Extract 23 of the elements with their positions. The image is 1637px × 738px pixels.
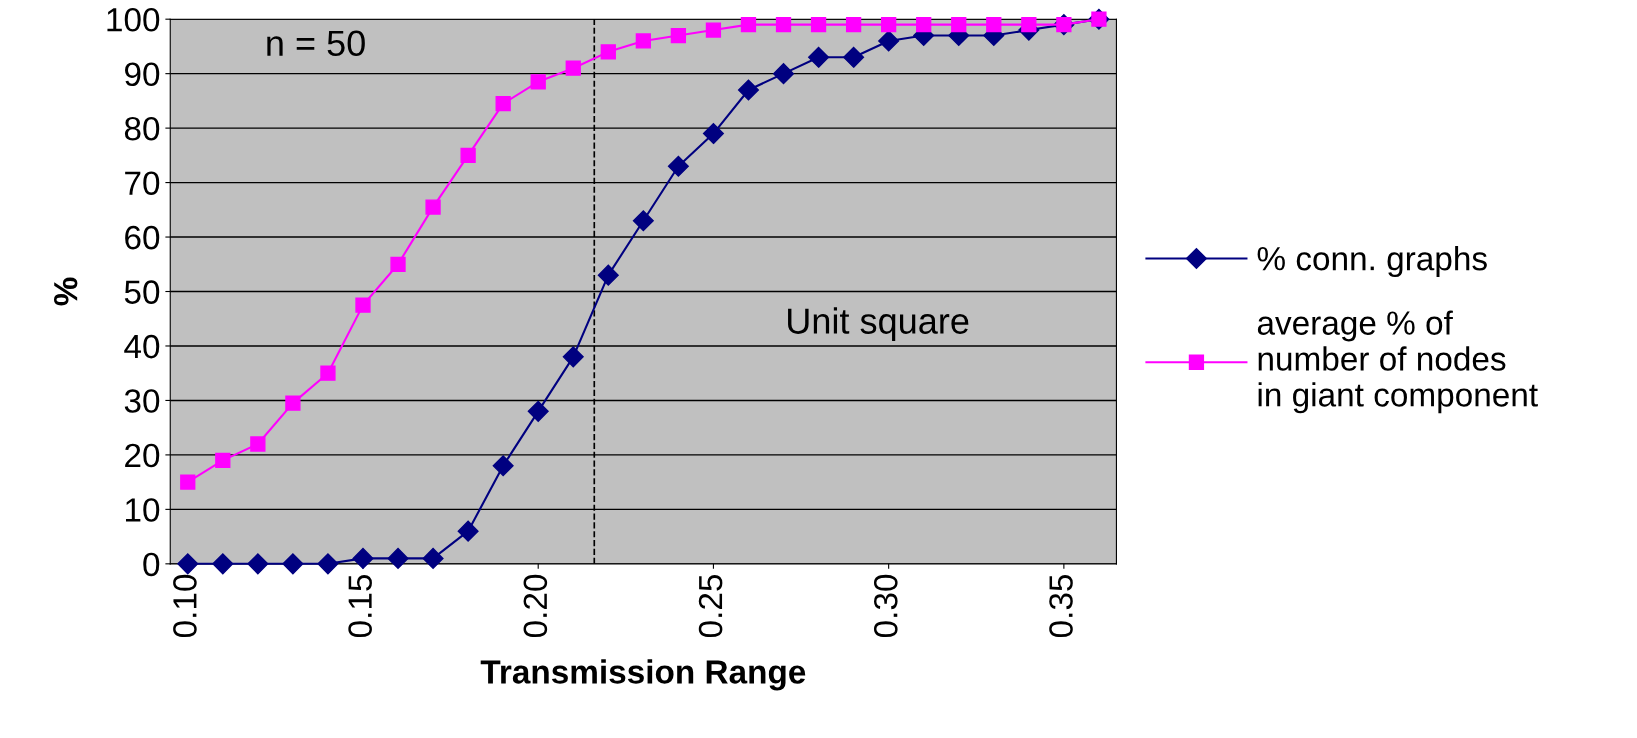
y-tick-label: 80: [124, 116, 160, 141]
legend-label: % conn. graphs: [1257, 245, 1487, 278]
y-tick-label: 20: [125, 443, 160, 468]
y-axis-title: %: [53, 277, 78, 306]
y-tick-label: 10: [125, 498, 160, 522]
x-tick-label: 0.20: [523, 574, 548, 638]
y-tick-label: 100: [107, 7, 160, 32]
annotation: Unit square: [788, 307, 969, 342]
y-tick-label: 40: [124, 334, 160, 359]
x-axis-title: Transmission Range: [480, 659, 806, 691]
y-tick-label: 70: [125, 171, 160, 195]
x-tick-label: 0.25: [698, 574, 723, 638]
y-tick-label: 0: [143, 552, 160, 577]
legend-label: average % of number of nodes in giant component: [1257, 310, 1538, 414]
x-tick-label: 0.15: [348, 574, 372, 638]
x-tick-label: 0.10: [173, 574, 197, 638]
y-tick-label: 90: [125, 62, 160, 87]
x-tick-label: 0.35: [1049, 574, 1073, 638]
y-tick-label: 50: [124, 280, 160, 304]
x-tick-label: 0.30: [873, 574, 898, 638]
y-tick-label: 60: [125, 225, 160, 250]
annotation: n = 50: [267, 30, 365, 57]
y-tick-label: 30: [124, 389, 160, 413]
